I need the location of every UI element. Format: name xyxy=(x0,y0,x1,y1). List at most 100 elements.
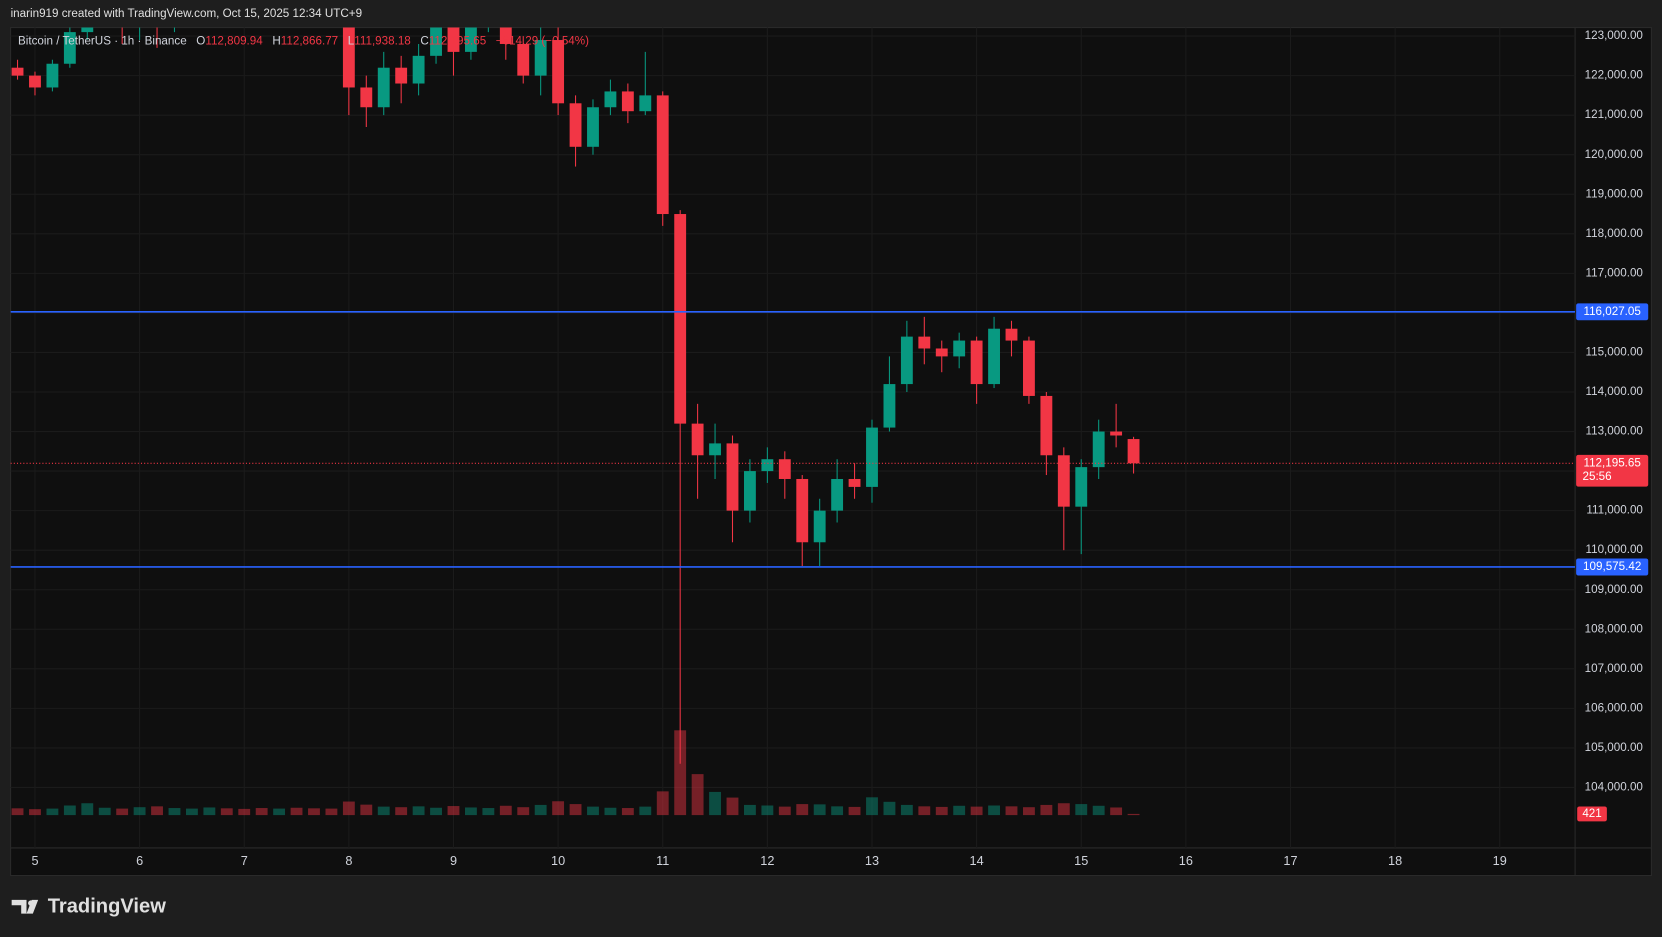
candle-body xyxy=(447,27,460,52)
candle-body xyxy=(656,95,669,215)
volume-bar xyxy=(935,806,948,816)
candle-body xyxy=(953,340,966,357)
y-tick-label: 111,000.00 xyxy=(1586,504,1643,517)
volume-tag xyxy=(1577,806,1607,822)
candle-body xyxy=(1127,439,1140,464)
y-tick-label: 117,000.00 xyxy=(1586,266,1644,279)
candle-body xyxy=(29,75,41,88)
logo-dot xyxy=(28,900,34,906)
price-tag-label: 109,575.42 xyxy=(1583,560,1641,573)
volume-bar xyxy=(778,806,791,816)
volume-bar xyxy=(517,807,530,816)
candle-body xyxy=(1110,431,1123,436)
y-tick-label: 107,000.00 xyxy=(1585,662,1644,675)
candle-body xyxy=(743,471,756,511)
candle-body xyxy=(639,95,652,112)
price-tag xyxy=(1576,558,1649,576)
volume-bar xyxy=(621,808,634,816)
change: −614.29 (−0.54%) xyxy=(496,34,589,47)
candle-body xyxy=(604,91,617,108)
price-tag xyxy=(1576,303,1649,321)
candle-body xyxy=(726,443,739,511)
volume-bar xyxy=(430,807,442,816)
volume-bar xyxy=(447,806,460,816)
countdown: 25:56 xyxy=(1583,470,1612,483)
candle-body xyxy=(1057,455,1070,507)
volume-bar xyxy=(116,808,129,816)
candle-body xyxy=(464,27,477,52)
y-tick-label: 115,000.00 xyxy=(1586,346,1644,359)
candle-body xyxy=(81,27,94,33)
volume-bar xyxy=(569,804,582,816)
volume-bar xyxy=(761,805,774,816)
volume-bar xyxy=(709,791,721,816)
x-tick-label: 6 xyxy=(136,853,143,868)
volume-bar xyxy=(1023,807,1035,816)
x-tick-label: 7 xyxy=(241,853,248,868)
candle-body xyxy=(709,443,721,456)
candle-body xyxy=(778,459,791,479)
candle-body xyxy=(918,336,931,349)
symbol: Bitcoin / TetherUS · 1h · Binance xyxy=(18,34,187,47)
candle-body xyxy=(796,478,809,543)
volume-bar xyxy=(482,808,495,816)
volume-bar xyxy=(674,730,687,816)
candle-body xyxy=(691,423,704,456)
volume-bar xyxy=(988,805,1000,816)
volume-bar xyxy=(63,805,76,816)
candle-body xyxy=(395,67,408,84)
candle-body xyxy=(935,348,948,357)
volume-bar xyxy=(151,806,163,816)
price-tag-label: 116,027.05 xyxy=(1583,305,1640,318)
candle-body xyxy=(569,103,582,147)
plot xyxy=(10,27,1576,816)
candle-body xyxy=(621,91,634,112)
candle-body xyxy=(1092,431,1105,468)
y-tick-label: 113,000.00 xyxy=(1586,425,1644,438)
x-tick-label: 10 xyxy=(551,853,565,868)
candle-body xyxy=(866,427,878,487)
volume-bar xyxy=(273,808,286,816)
volume-bar xyxy=(831,806,844,816)
y-tick-label: 104,000.00 xyxy=(1585,781,1644,794)
candle-body xyxy=(1075,467,1088,507)
x-tick-label: 15 xyxy=(1074,853,1088,868)
candle-body xyxy=(342,27,355,88)
volume-bar xyxy=(953,805,966,816)
x-tick-label: 17 xyxy=(1283,853,1297,868)
volume-bar xyxy=(342,801,355,816)
candle-body xyxy=(412,55,425,84)
volume-bar xyxy=(46,808,59,816)
volume-bar xyxy=(255,808,268,816)
volume-bar xyxy=(1057,803,1070,816)
y-tick-label: 120,000.00 xyxy=(1585,148,1644,161)
volume-bar xyxy=(203,807,216,816)
candle-body xyxy=(430,27,442,56)
volume-bar xyxy=(185,808,198,816)
last-price-label: 112,195.65 xyxy=(1583,456,1640,469)
low-label: L xyxy=(348,34,355,47)
y-tick-label: 122,000.00 xyxy=(1585,69,1644,82)
volume-bar xyxy=(360,804,373,816)
volume-bar xyxy=(848,806,861,816)
candle-body xyxy=(1040,395,1053,456)
candle-body xyxy=(674,214,687,424)
volume-bar xyxy=(98,807,111,816)
volume-bar xyxy=(900,804,913,816)
volume-bar xyxy=(11,808,24,816)
candle-body xyxy=(848,478,861,487)
volume-bar xyxy=(552,801,565,816)
y-tick-label: 121,000.00 xyxy=(1585,108,1644,121)
candle-body xyxy=(11,67,24,76)
volume-bar xyxy=(796,804,809,816)
y-tick-label: 119,000.00 xyxy=(1586,187,1644,200)
candle-body xyxy=(900,336,913,385)
candle-body xyxy=(1005,328,1018,341)
volume-bar xyxy=(29,809,41,816)
x-tick-label: 18 xyxy=(1388,853,1402,868)
volume-bar xyxy=(1005,806,1018,816)
high: 112,866.77 xyxy=(281,34,338,47)
volume-bar xyxy=(534,804,547,816)
candle-body xyxy=(587,107,599,147)
